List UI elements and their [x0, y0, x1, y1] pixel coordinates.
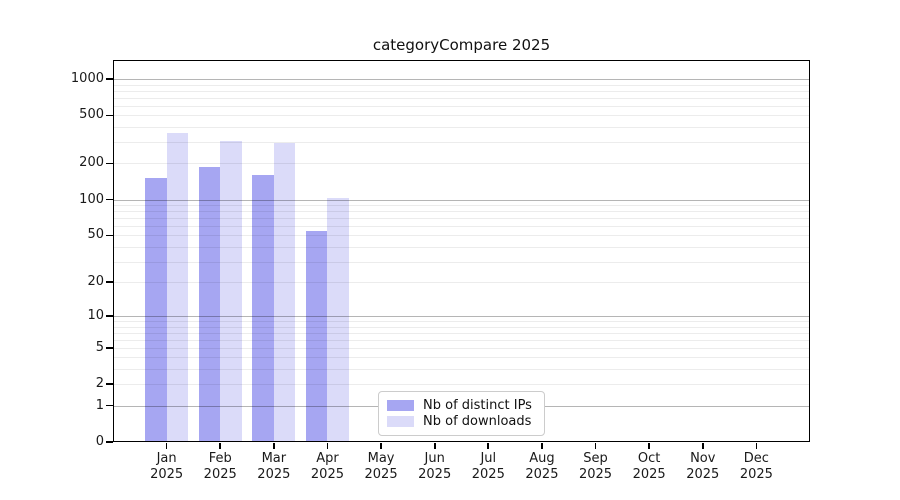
gridline-minor — [113, 357, 810, 359]
gridline-minor — [113, 326, 810, 328]
x-tick-label: Aug 2025 — [525, 451, 559, 482]
bar-distinct-ips — [305, 230, 328, 442]
x-tick-label: Mar 2025 — [257, 451, 291, 482]
x-tick-label: Nov 2025 — [686, 451, 720, 482]
bar-downloads — [166, 133, 189, 442]
legend-label: Nb of downloads — [423, 414, 532, 429]
y-tick-label: 5 — [95, 339, 104, 355]
y-tick-mark — [106, 404, 113, 407]
gridline-minor — [113, 246, 810, 248]
gridline-minor — [113, 163, 810, 165]
bar-distinct-ips — [198, 167, 221, 442]
gridline-minor — [113, 235, 810, 237]
x-tick-mark — [219, 443, 222, 449]
x-tick-label: Jun 2025 — [418, 451, 452, 482]
x-tick-label: Feb 2025 — [203, 451, 237, 482]
legend: Nb of distinct IPs Nb of downloads — [378, 391, 545, 436]
gridline-major — [113, 199, 810, 201]
gridline-minor — [113, 84, 810, 86]
y-tick-mark — [106, 441, 113, 443]
y-tick-label: 2 — [95, 376, 104, 392]
legend-entry-downloads: Nb of downloads — [387, 414, 536, 429]
x-tick-mark — [487, 443, 490, 449]
y-tick-mark — [106, 383, 113, 386]
x-tick-label: Jan 2025 — [150, 451, 184, 482]
gridline-minor — [113, 226, 810, 228]
y-tick-label: 0 — [95, 434, 104, 449]
bar-downloads — [273, 143, 296, 442]
y-tick-mark — [106, 78, 113, 80]
gridline-minor — [113, 142, 810, 144]
y-tick-mark — [106, 315, 113, 317]
x-tick-label: Dec 2025 — [739, 451, 773, 482]
legend-swatch-distinct-ips — [387, 400, 414, 411]
y-tick-label: 200 — [79, 155, 104, 171]
gridline-minor — [113, 211, 810, 213]
gridline-minor — [113, 90, 810, 92]
y-tick-mark — [106, 114, 113, 117]
x-tick-mark — [433, 443, 436, 449]
y-tick-mark — [106, 347, 113, 349]
bar-distinct-ips — [252, 175, 274, 442]
y-tick-mark — [106, 198, 113, 201]
y-tick-mark — [106, 162, 113, 165]
gridline-minor — [113, 384, 810, 386]
x-tick-mark — [272, 443, 275, 449]
bar-downloads — [220, 141, 242, 442]
x-tick-label: Apr 2025 — [310, 451, 344, 482]
gridline-minor — [113, 339, 810, 341]
bar-downloads — [327, 197, 349, 442]
gridline-minor — [113, 218, 810, 220]
y-tick-label: 20 — [87, 274, 104, 290]
x-tick-label: Sep 2025 — [578, 451, 613, 482]
x-tick-label: May 2025 — [364, 451, 398, 482]
x-tick-mark — [594, 443, 597, 449]
x-tick-label: Oct 2025 — [632, 451, 666, 482]
gridline-minor — [113, 369, 810, 371]
x-tick-mark — [541, 443, 543, 449]
gridline-minor — [113, 332, 810, 334]
legend-swatch-downloads — [387, 416, 414, 427]
y-tick-label: 10 — [87, 308, 104, 324]
y-tick-mark — [106, 234, 113, 237]
y-tick-label: 50 — [87, 227, 104, 243]
gridline-minor — [113, 321, 810, 323]
y-tick-label: 1000 — [70, 71, 104, 87]
x-tick-label: Jul 2025 — [471, 451, 505, 482]
y-tick-label: 1 — [95, 397, 104, 413]
x-tick-mark — [755, 443, 758, 449]
gridline-minor — [113, 97, 810, 99]
x-tick-mark — [380, 443, 382, 449]
gridline-minor — [113, 261, 810, 263]
chart-title: categoryCompare 2025 — [372, 36, 551, 54]
x-tick-mark — [326, 443, 329, 449]
y-tick-mark — [106, 281, 113, 283]
gridline-major — [113, 79, 810, 81]
gridline-minor — [113, 347, 810, 349]
gridline-minor — [113, 105, 810, 107]
x-tick-mark — [701, 443, 704, 449]
gridline-minor — [113, 115, 810, 117]
x-tick-mark — [165, 443, 168, 449]
y-tick-label: 500 — [79, 107, 104, 123]
y-tick-label: 100 — [79, 191, 104, 207]
legend-label: Nb of distinct IPs — [423, 398, 532, 413]
gridline-minor — [113, 205, 810, 206]
x-tick-mark — [648, 443, 650, 449]
legend-entry-distinct-ips: Nb of distinct IPs — [387, 398, 536, 413]
gridline-minor — [113, 282, 810, 284]
bar-distinct-ips — [145, 178, 167, 442]
gridline-minor — [113, 127, 810, 129]
gridline-major — [113, 316, 810, 318]
